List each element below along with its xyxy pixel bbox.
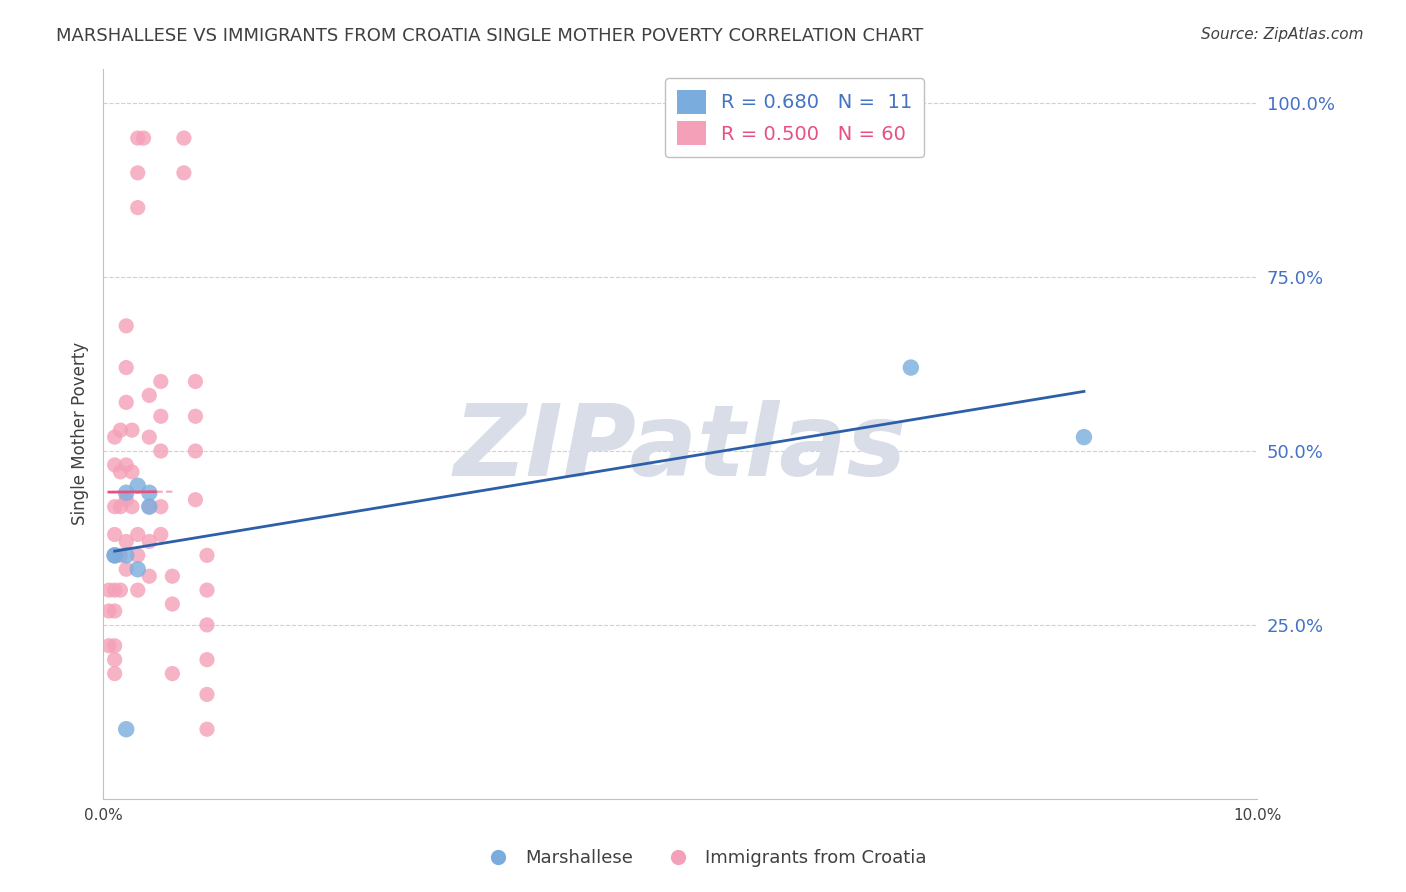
Point xyxy=(115,485,138,500)
Point xyxy=(184,409,207,424)
Point xyxy=(162,597,184,611)
Point xyxy=(184,375,207,389)
Y-axis label: Single Mother Poverty: Single Mother Poverty xyxy=(72,342,89,525)
Point xyxy=(104,549,127,563)
Point xyxy=(138,534,160,549)
Point xyxy=(149,375,172,389)
Point xyxy=(127,562,149,576)
Point xyxy=(110,583,132,598)
Point xyxy=(132,131,155,145)
Point xyxy=(104,527,127,541)
Point xyxy=(195,723,218,737)
Point xyxy=(138,569,160,583)
Point xyxy=(97,604,120,618)
Point xyxy=(104,549,127,563)
Point xyxy=(173,166,195,180)
Point xyxy=(195,618,218,632)
Point xyxy=(104,458,127,472)
Point xyxy=(127,166,149,180)
Point xyxy=(138,430,160,444)
Point xyxy=(173,131,195,145)
Point xyxy=(1073,430,1095,444)
Text: Source: ZipAtlas.com: Source: ZipAtlas.com xyxy=(1201,27,1364,42)
Point xyxy=(184,492,207,507)
Point xyxy=(115,534,138,549)
Point xyxy=(104,653,127,667)
Point xyxy=(121,465,143,479)
Point xyxy=(115,492,138,507)
Point xyxy=(97,583,120,598)
Point xyxy=(104,430,127,444)
Point xyxy=(127,549,149,563)
Point xyxy=(138,500,160,514)
Point xyxy=(115,549,138,563)
Point xyxy=(162,666,184,681)
Point xyxy=(115,360,138,375)
Point xyxy=(138,388,160,402)
Point xyxy=(138,500,160,514)
Point xyxy=(162,569,184,583)
Point xyxy=(115,395,138,409)
Point xyxy=(195,653,218,667)
Point xyxy=(115,318,138,333)
Point xyxy=(104,639,127,653)
Point xyxy=(127,527,149,541)
Point xyxy=(149,409,172,424)
Point xyxy=(195,583,218,598)
Text: ZIPatlas: ZIPatlas xyxy=(454,400,907,497)
Point xyxy=(104,500,127,514)
Text: MARSHALLESE VS IMMIGRANTS FROM CROATIA SINGLE MOTHER POVERTY CORRELATION CHART: MARSHALLESE VS IMMIGRANTS FROM CROATIA S… xyxy=(56,27,924,45)
Point xyxy=(110,423,132,437)
Point xyxy=(110,465,132,479)
Point xyxy=(127,583,149,598)
Point xyxy=(127,201,149,215)
Point xyxy=(110,500,132,514)
Point xyxy=(104,604,127,618)
Point xyxy=(195,549,218,563)
Point xyxy=(149,527,172,541)
Point xyxy=(104,583,127,598)
Point xyxy=(115,562,138,576)
Point xyxy=(127,479,149,493)
Point xyxy=(104,549,127,563)
Point xyxy=(104,666,127,681)
Point xyxy=(127,131,149,145)
Point xyxy=(121,500,143,514)
Point xyxy=(115,723,138,737)
Legend: R = 0.680   N =  11, R = 0.500   N = 60: R = 0.680 N = 11, R = 0.500 N = 60 xyxy=(665,78,924,157)
Point xyxy=(184,444,207,458)
Point xyxy=(121,423,143,437)
Point xyxy=(149,500,172,514)
Point xyxy=(110,549,132,563)
Point xyxy=(115,458,138,472)
Point xyxy=(195,688,218,702)
Point xyxy=(97,639,120,653)
Legend: Marshallese, Immigrants from Croatia: Marshallese, Immigrants from Croatia xyxy=(472,842,934,874)
Point xyxy=(138,485,160,500)
Point xyxy=(900,360,922,375)
Point xyxy=(149,444,172,458)
